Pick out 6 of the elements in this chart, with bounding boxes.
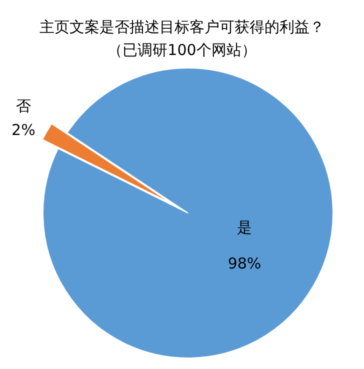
chart-title: 主页文案是否描述目标客户可获得的利益？ — [40, 18, 324, 36]
slice-label: 否 — [16, 97, 31, 115]
data-label: 2% — [12, 121, 36, 139]
slice-label: 是 — [237, 218, 252, 237]
chart-subtitle: （已调研100个网站） — [108, 41, 256, 59]
data-label: 98% — [228, 254, 262, 273]
